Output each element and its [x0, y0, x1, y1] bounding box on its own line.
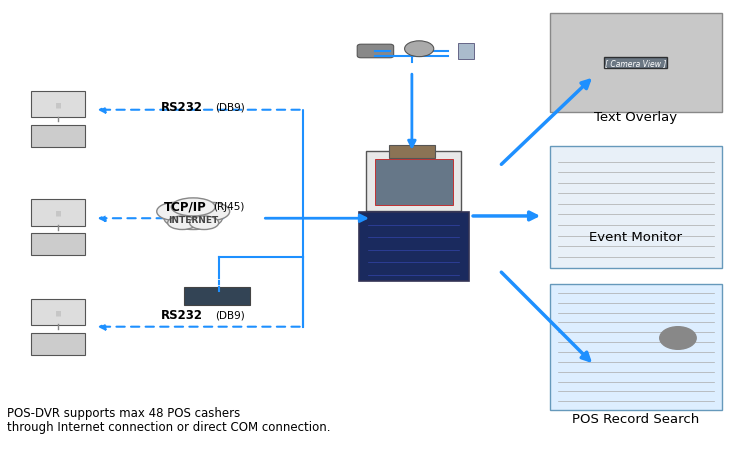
FancyBboxPatch shape	[31, 92, 85, 118]
Text: RS232: RS232	[160, 101, 203, 113]
Ellipse shape	[190, 216, 219, 230]
FancyBboxPatch shape	[31, 125, 85, 147]
Text: INTERNET: INTERNET	[168, 215, 218, 224]
FancyBboxPatch shape	[375, 160, 453, 206]
Ellipse shape	[168, 216, 197, 230]
Text: [ Camera View ]: [ Camera View ]	[605, 59, 666, 68]
Ellipse shape	[164, 207, 222, 230]
FancyBboxPatch shape	[31, 299, 85, 326]
FancyBboxPatch shape	[31, 234, 85, 256]
Ellipse shape	[405, 41, 434, 57]
Text: |||: |||	[55, 210, 61, 216]
FancyBboxPatch shape	[359, 213, 469, 281]
FancyBboxPatch shape	[550, 14, 722, 113]
Text: POS-DVR supports max 48 POS cashers: POS-DVR supports max 48 POS cashers	[7, 406, 241, 419]
Ellipse shape	[193, 203, 230, 221]
Text: (DB9): (DB9)	[215, 310, 245, 320]
Text: TCP/IP: TCP/IP	[164, 200, 207, 212]
Text: (DB9): (DB9)	[215, 102, 245, 112]
Text: POS Record Search: POS Record Search	[572, 412, 699, 424]
FancyBboxPatch shape	[31, 333, 85, 355]
Text: Event Monitor: Event Monitor	[589, 230, 682, 243]
FancyBboxPatch shape	[184, 287, 250, 306]
Text: Series Convert: Series Convert	[184, 278, 251, 287]
Text: through Internet connection or direct COM connection.: through Internet connection or direct CO…	[7, 420, 331, 433]
Text: |||: |||	[55, 102, 61, 108]
Circle shape	[660, 327, 696, 350]
Ellipse shape	[157, 203, 193, 221]
Text: RS232: RS232	[160, 308, 203, 321]
Text: (RJ45): (RJ45)	[214, 201, 245, 211]
FancyBboxPatch shape	[458, 44, 474, 60]
FancyBboxPatch shape	[357, 45, 394, 59]
Ellipse shape	[171, 198, 215, 216]
Text: |||: |||	[55, 309, 61, 315]
FancyBboxPatch shape	[366, 152, 461, 211]
Text: Text Overlay: Text Overlay	[594, 111, 677, 124]
FancyBboxPatch shape	[389, 146, 435, 159]
FancyBboxPatch shape	[550, 147, 722, 268]
FancyBboxPatch shape	[31, 200, 85, 226]
FancyBboxPatch shape	[550, 284, 722, 410]
